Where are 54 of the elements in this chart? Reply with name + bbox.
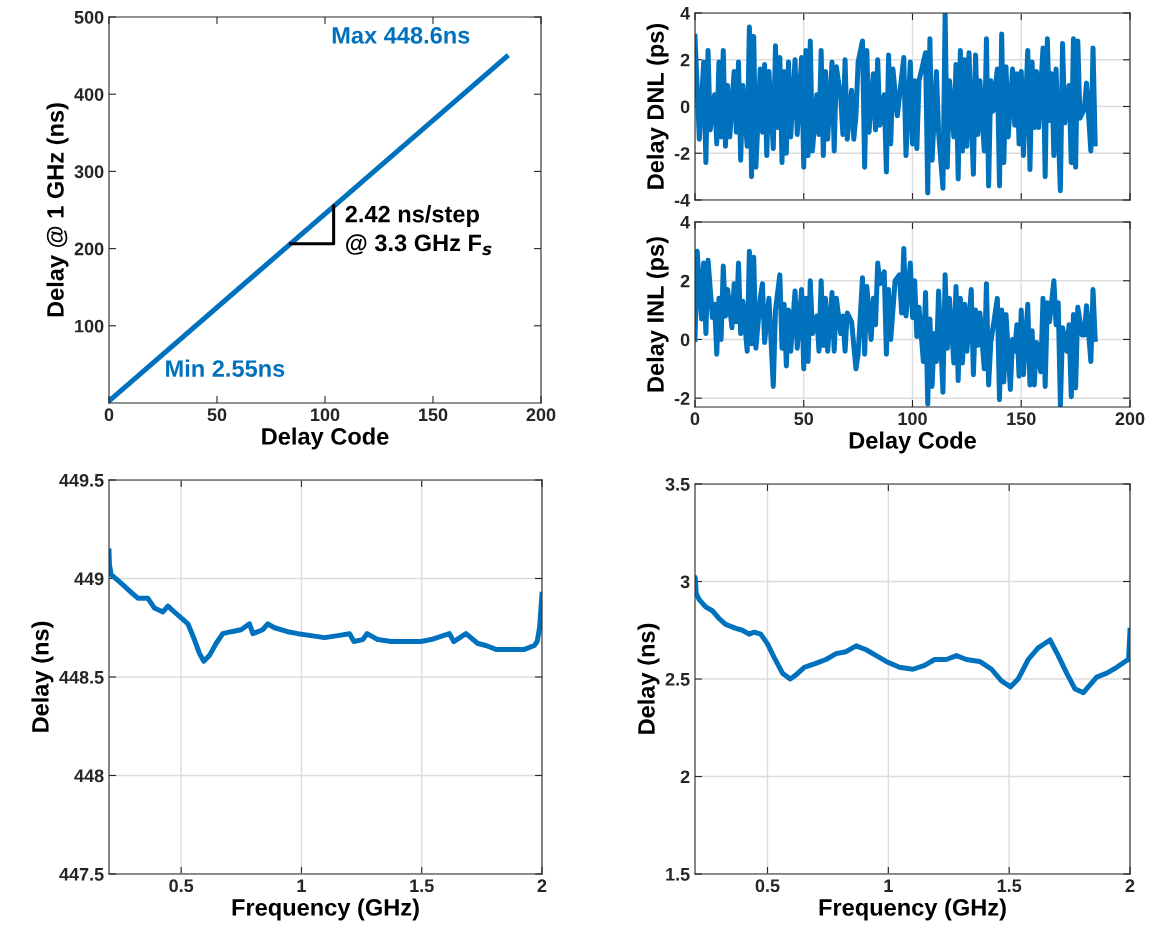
x-tick-label: 150	[419, 408, 448, 422]
x-axis-title: Delay Code	[262, 427, 389, 450]
y-axis-title: Delay DNL (ps)	[646, 23, 669, 189]
y-tick-label: 2	[680, 53, 690, 67]
x-tick-label: 50	[207, 408, 227, 422]
annotation: Min 2.55ns	[166, 359, 285, 377]
y-tick-label: 449.5	[59, 473, 104, 487]
x-axis-title: Frequency (GHz)	[232, 898, 419, 921]
y-tick-label: 4	[680, 216, 691, 229]
x-tick-label: 200	[526, 408, 556, 422]
x-tick-label: 100	[898, 412, 927, 426]
y-axis-title: Delay INL (ps)	[646, 237, 669, 392]
x-tick-label: 150	[1007, 412, 1036, 426]
x-tick-label: 50	[794, 412, 814, 426]
y-axis-title: Delay (ns)	[637, 623, 660, 734]
y-tick-label: 449	[74, 572, 104, 586]
x-tick-label: 0.5	[755, 879, 780, 893]
x-tick-label: 1.5	[410, 879, 434, 893]
x-tick-label: 1	[297, 879, 306, 892]
y-tick-label: 448.5	[59, 670, 104, 684]
y-tick-label: 300	[74, 165, 104, 179]
x-axis-title: Delay Code	[849, 431, 976, 454]
y-tick-label: 4	[680, 7, 691, 20]
y-tick-label: 2.5	[665, 672, 690, 686]
x-tick-label: 0	[690, 412, 700, 426]
x-axis-title: Frequency (GHz)	[819, 898, 1006, 921]
y-tick-label: 500	[74, 10, 104, 24]
x-tick-label: 1.5	[997, 879, 1022, 893]
y-tick-label: 200	[74, 242, 104, 256]
y-tick-label: 447.5	[59, 868, 104, 881]
x-tick-label: 0	[104, 408, 114, 422]
y-tick-label: -2	[674, 147, 690, 160]
x-tick-label: 200	[1115, 412, 1145, 426]
annotation: Max 448.6ns	[332, 26, 470, 44]
y-axis-title: Delay @ 1 GHz (ns)	[46, 103, 69, 317]
y-tick-label: 2	[680, 274, 690, 288]
x-tick-label: 100	[311, 408, 340, 422]
y-tick-label: -2	[674, 392, 690, 405]
x-tick-label: 2	[1125, 879, 1135, 892]
annotation: 2.42 ns/step @ 3.3 GHz F$_{s}$	[345, 205, 492, 256]
y-tick-label: 2	[680, 770, 690, 784]
y-axis-title: Delay (ns)	[31, 621, 54, 732]
y-tick-label: 0	[680, 333, 690, 347]
y-tick-label: 448	[74, 769, 104, 783]
y-tick-label: 1.5	[666, 868, 690, 881]
y-tick-label: 100	[75, 319, 104, 333]
y-tick-label: 3.5	[665, 477, 690, 491]
x-tick-label: 2	[537, 879, 547, 892]
x-tick-label: 1	[884, 879, 893, 892]
y-tick-label: 3	[680, 575, 690, 589]
y-tick-label: 0	[680, 100, 690, 114]
y-tick-label: 400	[74, 88, 104, 101]
y-tick-label: -4	[674, 194, 691, 207]
x-tick-label: 0.5	[169, 879, 194, 893]
